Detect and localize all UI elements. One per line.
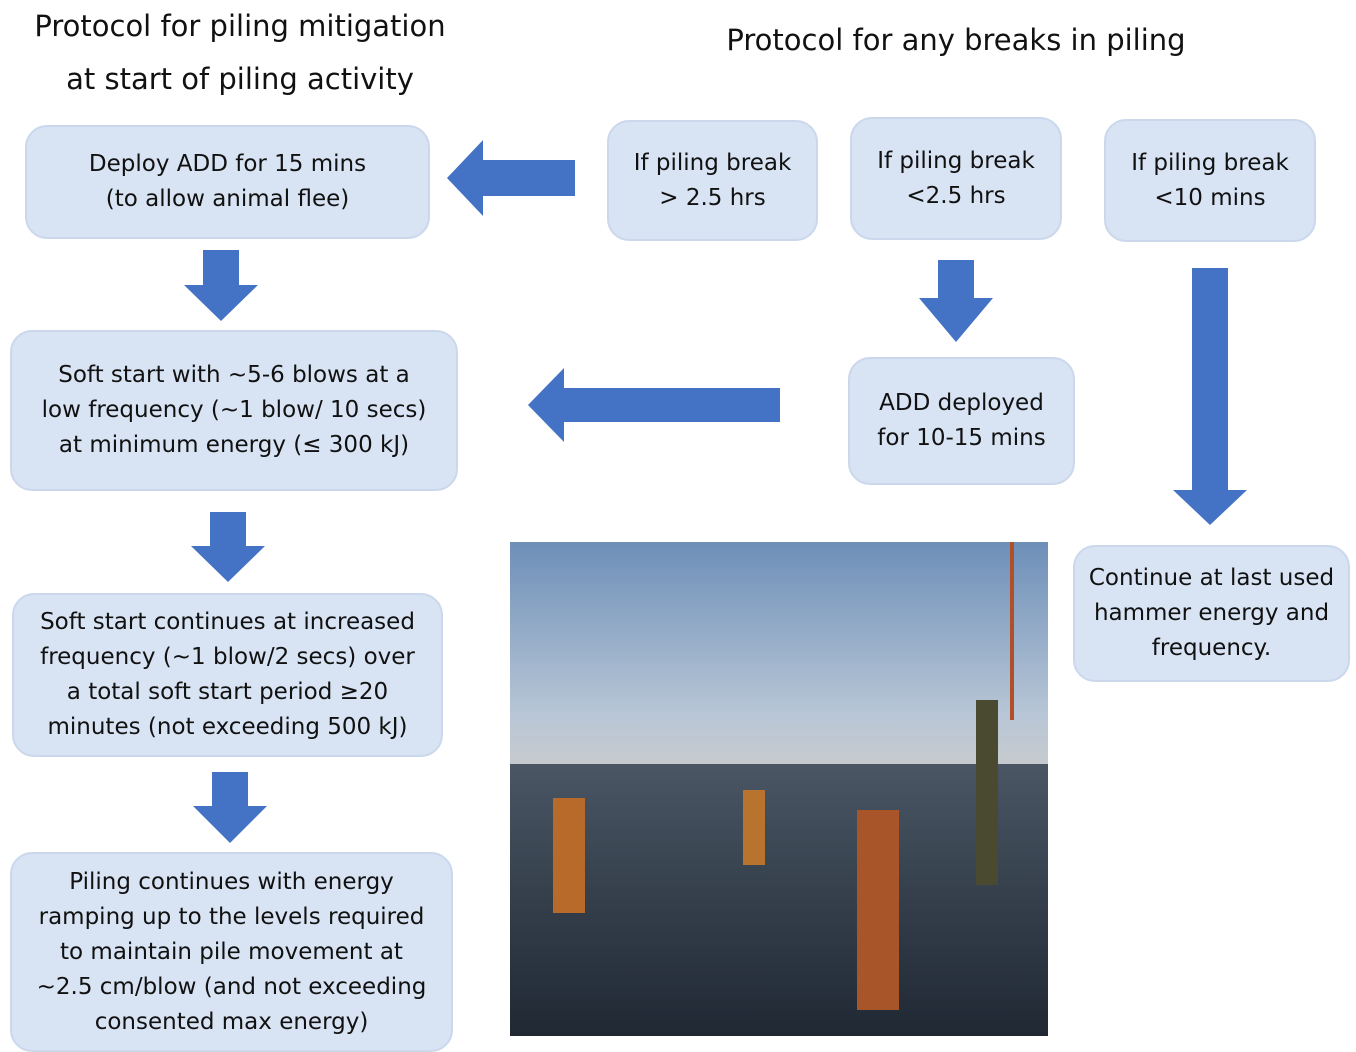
node-line: Soft start continues at increased	[40, 609, 415, 635]
node: If piling break <2.5 hrs	[850, 117, 1062, 240]
node-line: hammer energy and	[1093, 600, 1330, 626]
node-line: (to allow animal flee)	[105, 186, 350, 212]
node-line: If piling break	[1131, 149, 1289, 176]
node-line: If piling break	[633, 149, 792, 176]
node-line: frequency.	[1151, 635, 1272, 661]
node-line: for 10-15 mins	[877, 425, 1046, 451]
node: Continue at last used hammer energy and fr…	[1073, 545, 1350, 682]
node: ADD deployed for 10-15 mins	[848, 357, 1075, 485]
node: Piling continues with energy ramping up t…	[10, 852, 453, 1052]
node-line: consented max energy)	[94, 1008, 369, 1035]
arrows	[184, 140, 1247, 843]
node: Deploy ADD for 15 mins (to allow animal f…	[25, 125, 430, 239]
node-line: <2.5 hrs	[906, 182, 1006, 209]
node-line: to maintain pile movement at	[60, 938, 403, 965]
node-line: Continue at last used	[1088, 565, 1335, 591]
right-title: Protocol for any breaks in piling	[726, 23, 1186, 57]
node-line: Deploy ADD for 15 mins	[88, 151, 367, 177]
photo	[510, 542, 1048, 1036]
node: If piling break > 2.5 hrs	[607, 120, 818, 241]
node-line: ramping up to the levels required	[38, 903, 425, 930]
title-line: Protocol for piling mitigation	[34, 9, 446, 43]
node-line: Piling continues with energy	[69, 868, 394, 895]
node-line: <10 mins	[1154, 184, 1266, 211]
node-line: ADD deployed	[879, 390, 1044, 416]
node-line: a total soft start period ≥20	[66, 679, 389, 705]
node-line: low frequency (~1 blow/ 10 secs)	[41, 397, 427, 423]
node: If piling break <10 mins	[1104, 119, 1316, 242]
title-line: at start of piling activity	[66, 62, 414, 96]
node-line: > 2.5 hrs	[659, 184, 766, 211]
node: Soft start with ~5-6 blows at a low frequ…	[10, 330, 458, 491]
left-title: Protocol for piling mitigation at start …	[0, 0, 480, 106]
node-line: ~2.5 cm/blow (and not exceeding	[36, 973, 427, 1000]
node: Soft start continues at increased frequen…	[12, 593, 443, 757]
node-line: If piling break	[877, 147, 1035, 174]
node-line: at minimum energy (≤ 300 kJ)	[58, 432, 410, 458]
node-line: minutes (not exceeding 500 kJ)	[47, 714, 408, 740]
node-line: Soft start with ~5-6 blows at a	[58, 362, 410, 388]
node-line: frequency (~1 blow/2 secs) over	[40, 644, 415, 670]
